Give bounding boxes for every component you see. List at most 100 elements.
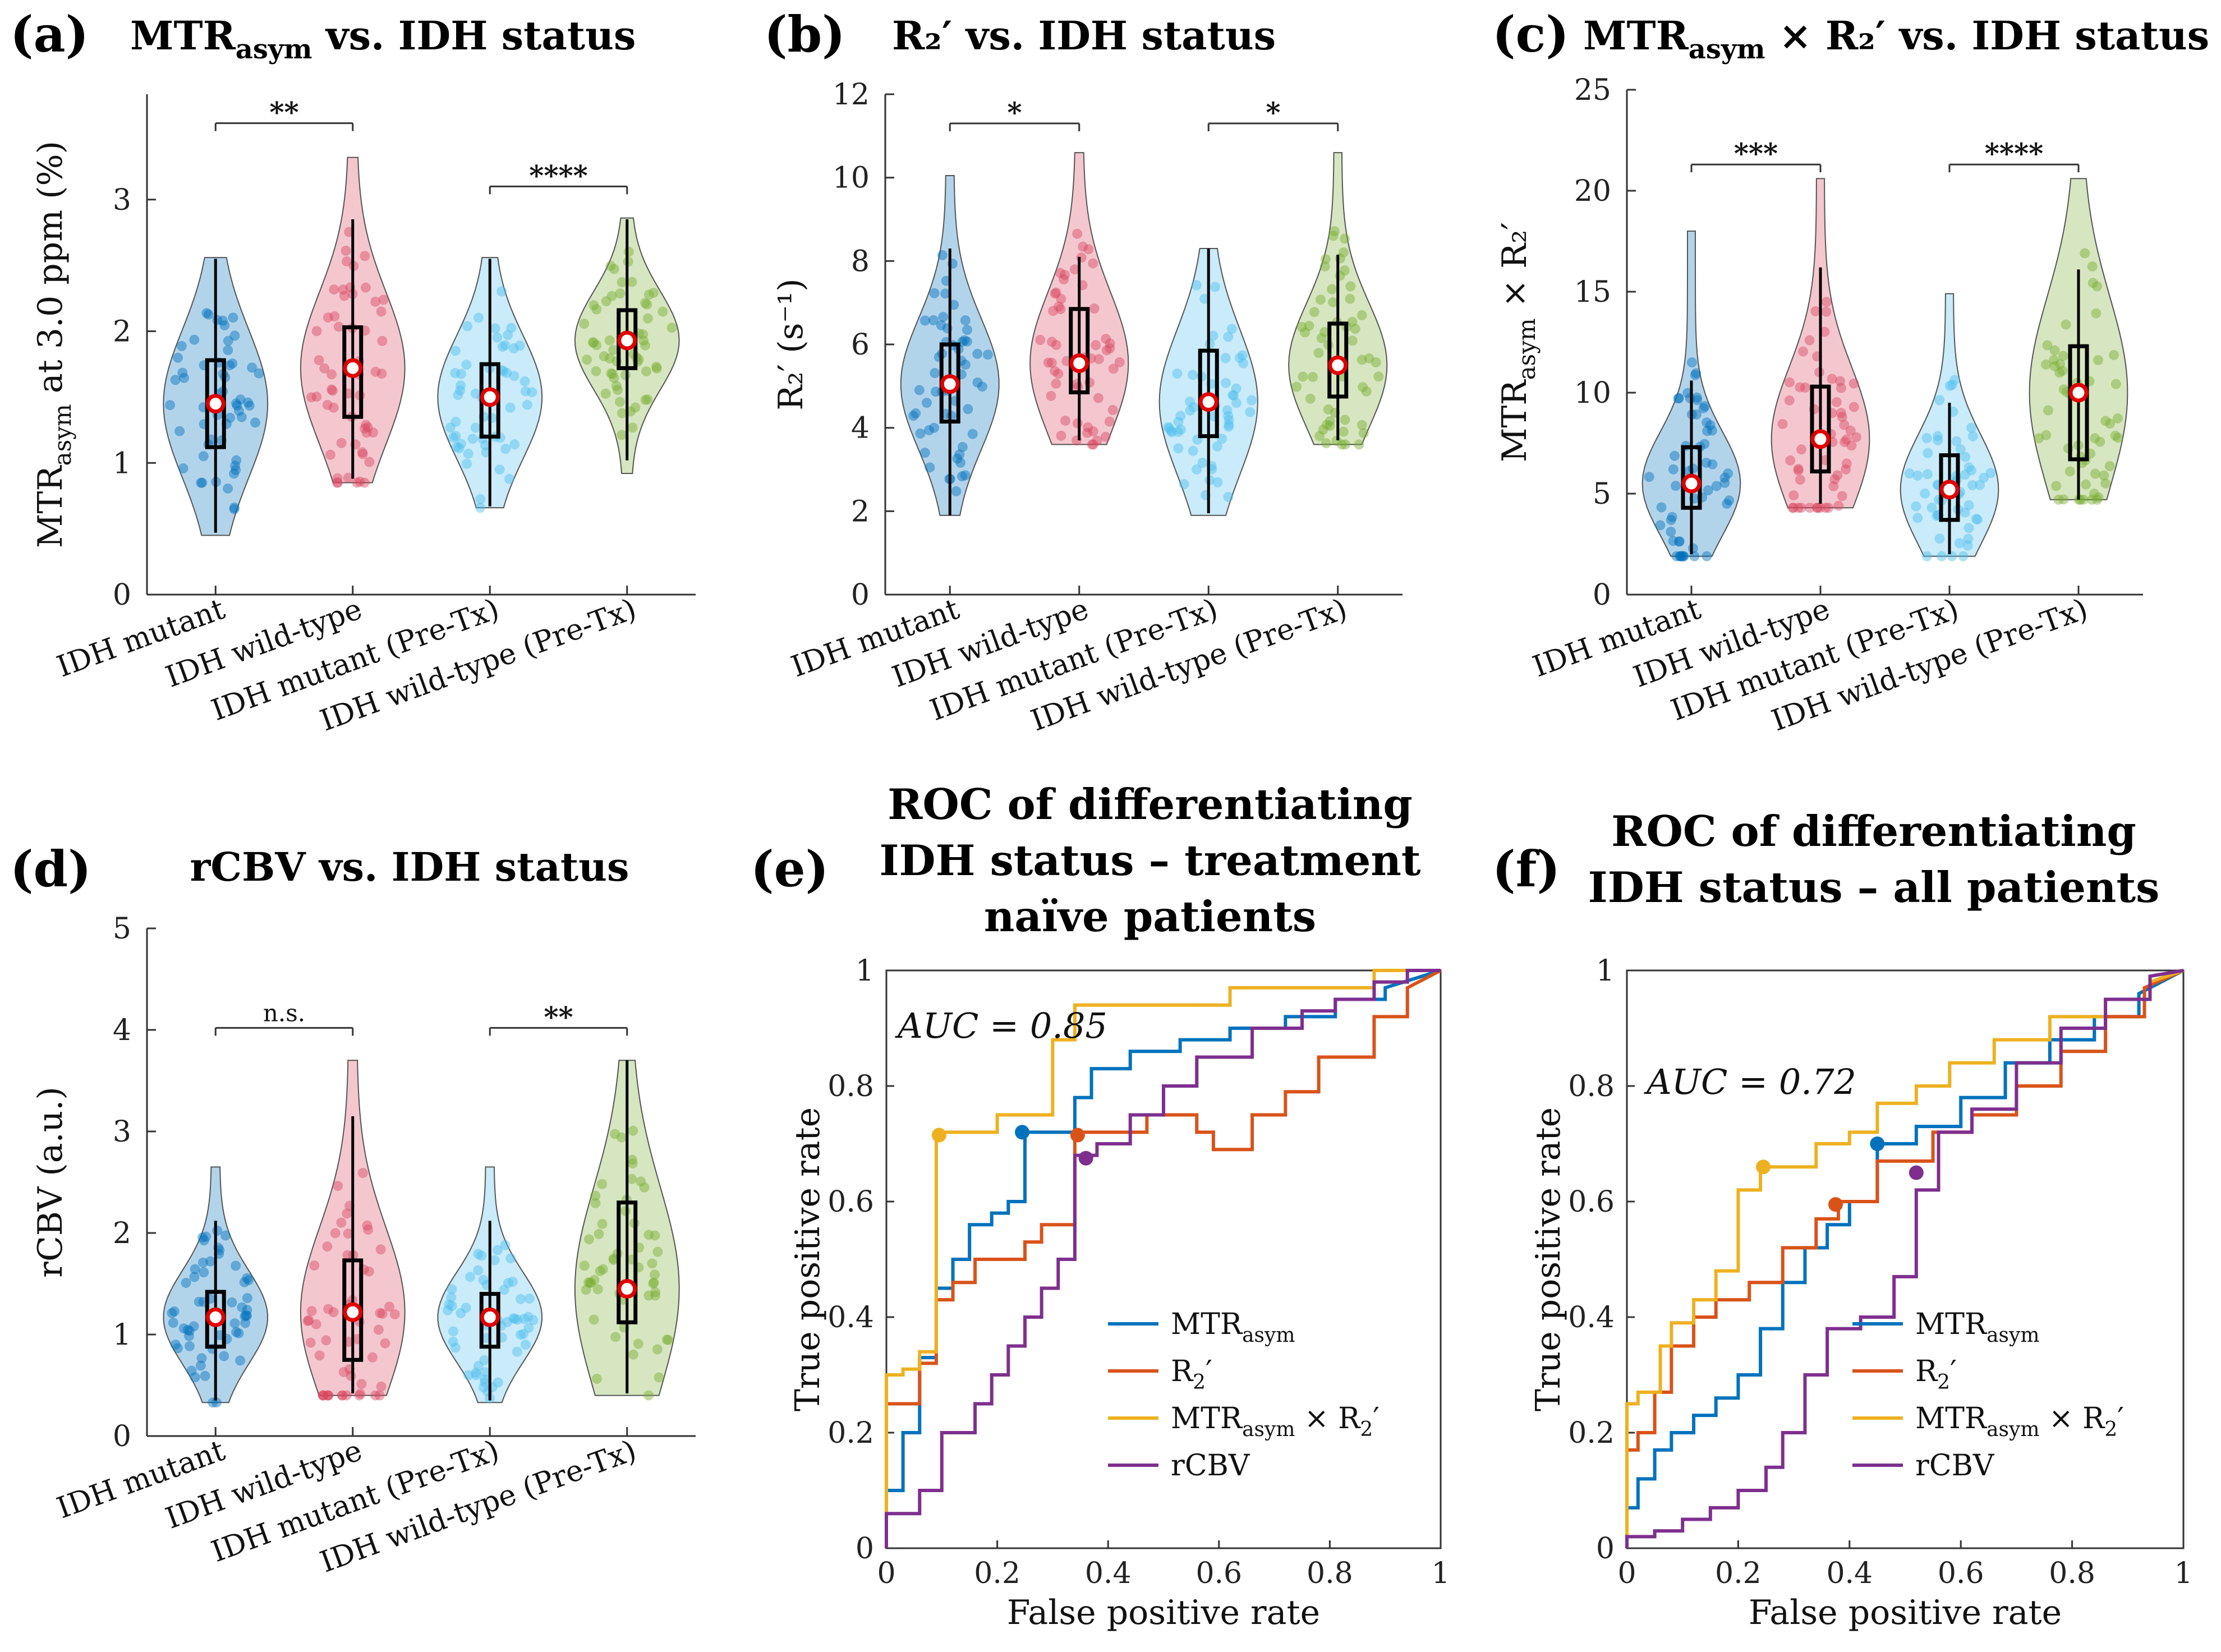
b-point-2-13 [1245,407,1256,417]
a-point-0-30 [229,504,240,514]
a-point-3-21 [620,370,631,380]
c-point-2-42 [1934,395,1945,406]
b-point-3-5 [1356,355,1367,365]
b-point-3-23 [1358,428,1369,439]
e-roc-line-3 [885,969,1441,1548]
d-point-2-1 [443,1305,453,1315]
b-point-1-41 [1083,422,1093,432]
a-point-1-0 [343,472,353,483]
a-point-0-28 [228,312,238,323]
a-point-1-22 [361,427,372,438]
b-point-1-8 [1101,345,1112,356]
a-point-2-13 [514,340,525,351]
f-ytick-label-4: 0.8 [1568,1070,1615,1103]
d-point-2-41 [519,1314,530,1324]
b-point-2-23 [1223,332,1234,342]
a-point-2-40 [505,402,516,413]
c-point-2-32 [1947,380,1957,390]
b-point-3-31 [1373,371,1384,382]
a-point-3-22 [617,277,627,288]
d-point-2-18 [528,1315,539,1326]
a-point-3-36 [657,306,668,317]
d-point-1-46 [328,1307,339,1318]
f-ylabel: True positive rate [1529,1107,1568,1411]
b-point-2-28 [1238,358,1249,369]
a-point-0-10 [179,372,190,383]
a-point-1-21 [370,296,381,307]
c-point-0-38 [1691,392,1702,403]
d-point-2-30 [500,1240,511,1250]
c-point-3-52 [2104,461,2115,471]
b-point-0-40 [940,288,951,299]
b-point-0-15 [960,315,971,326]
c-point-2-24 [1975,480,1985,490]
d-point-0-54 [242,1273,252,1283]
d-point-1-33 [342,1208,352,1219]
a-point-1-10 [338,284,348,295]
b-point-0-44 [919,315,930,326]
b-point-0-37 [972,348,983,359]
b-point-3-26 [1308,371,1318,382]
c-point-1-54 [1777,418,1788,429]
a-point-3-38 [579,319,590,329]
c-point-3-5 [2049,355,2059,365]
c-point-3-39 [2087,278,2098,288]
b-point-1-40 [1104,416,1115,427]
b-point-2-2 [1166,427,1177,438]
d-point-0-22 [233,1328,244,1338]
c-point-0-29 [1686,357,1697,368]
a-point-2-10 [486,413,497,424]
c-point-1-10 [1793,503,1804,513]
a-point-2-26 [490,323,500,334]
a-point-2-31 [500,444,511,454]
c-point-1-5 [1805,503,1815,513]
c-point-1-2 [1841,464,1851,475]
b-point-3-16 [1329,226,1340,237]
b-point-1-19 [1051,287,1061,298]
c-point-0-37 [1673,393,1684,404]
d-point-2-51 [461,1303,471,1313]
b-point-1-0 [1088,426,1098,436]
f-legend-label-2-part-1: asym [1987,1418,2039,1441]
d-point-1-50 [309,1260,320,1271]
panel-label-f: (f) [1492,840,1560,898]
d-point-3-18 [579,1260,590,1271]
a-point-2-28 [502,367,512,378]
d-point-1-23 [330,1228,341,1239]
b-point-0-39 [915,428,926,439]
c-point-1-25 [1845,425,1856,436]
d-point-2-17 [447,1301,457,1312]
d-point-1-15 [337,1390,348,1401]
b-point-0-11 [977,381,987,392]
c-point-0-19 [1676,551,1687,562]
a-point-1-12 [355,476,365,487]
b-point-3-21 [1347,335,1358,346]
c-point-3-21 [2105,418,2116,429]
f-xtick-label-3: 0.6 [1938,1557,1984,1590]
d-point-1-28 [304,1315,314,1326]
c-ytick-label-1: 5 [1593,477,1611,511]
f-legend-label-2-part-0: MTR [1915,1402,1988,1435]
d-point-2-11 [499,1285,509,1295]
panel-title-b: R₂′ vs. IDH status [892,12,1276,59]
b-point-3-3 [1327,284,1337,294]
d-point-0-48 [240,1311,250,1322]
c-point-3-37 [2055,358,2066,369]
b-point-0-51 [928,315,939,325]
c-point-0-20 [1692,395,1703,406]
d-point-2-21 [508,1313,519,1324]
c-point-1-7 [1841,458,1852,469]
b-point-1-43 [1043,357,1054,368]
a-point-1-19 [328,402,339,413]
a-point-3-6 [642,313,653,324]
d-point-3-29 [643,1290,654,1301]
b-point-2-45 [1188,445,1198,456]
d-point-3-20 [654,1372,664,1383]
c-point-1-44 [1800,382,1810,393]
b-point-2-33 [1247,395,1257,406]
c-point-0-7 [1668,464,1679,475]
c-point-3-34 [2087,261,2098,272]
d-point-3-13 [589,1274,600,1285]
b-ytick-label-1: 2 [851,495,870,528]
f-legend-label-2: MTRasym × R2′ [1915,1402,2124,1441]
